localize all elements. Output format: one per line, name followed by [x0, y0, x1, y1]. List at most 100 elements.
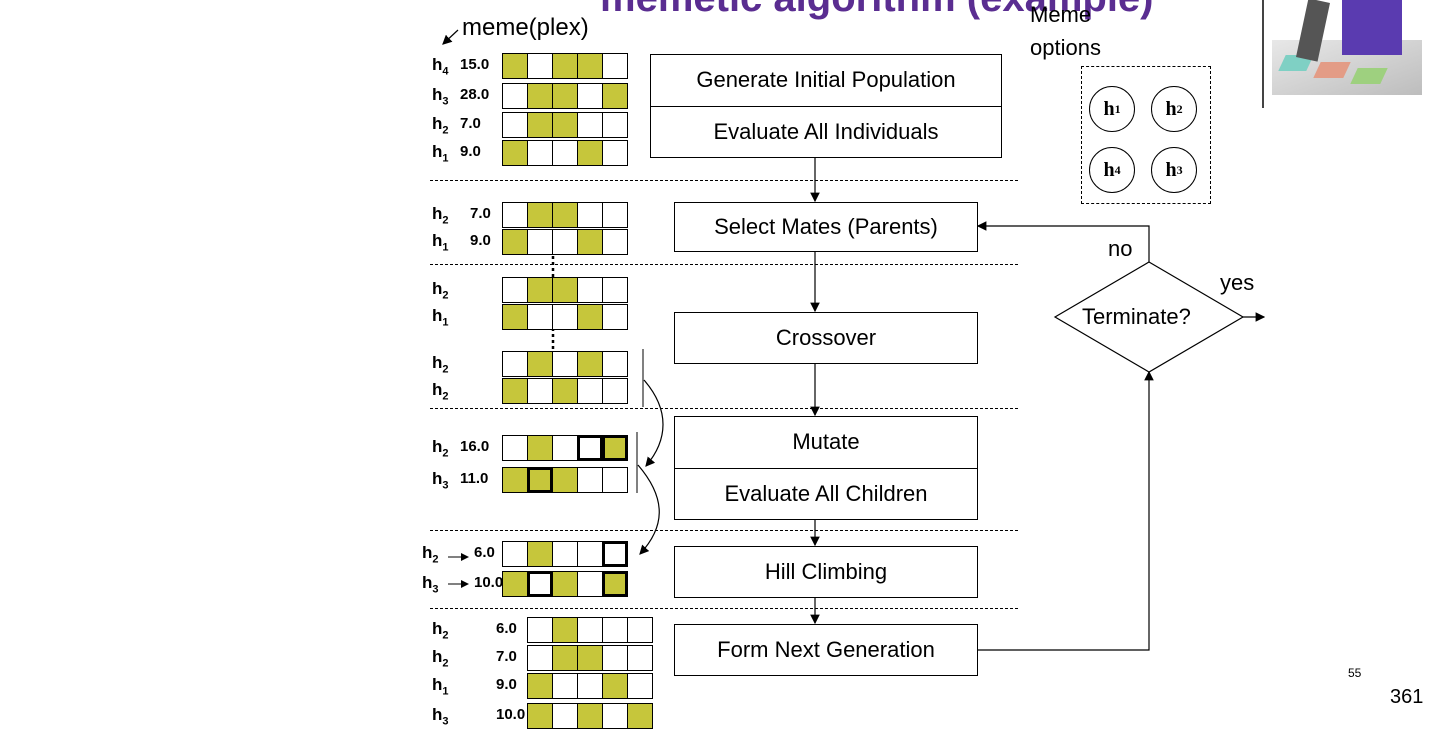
- gene-cell-inactive: [552, 140, 578, 166]
- step-form-next: Form Next Generation: [674, 624, 978, 676]
- fitness-score: 10.0: [474, 574, 504, 591]
- gene-cell-active: [552, 467, 578, 493]
- fitness-score: 7.0: [496, 648, 517, 665]
- gene-cell-active: [602, 673, 628, 699]
- gene-cell-inactive: [577, 112, 603, 138]
- meme-options-title-1: Meme: [1030, 2, 1092, 27]
- chromosome-row: [502, 304, 628, 330]
- separator-1: [430, 180, 1018, 181]
- gene-cell-inactive: [602, 112, 628, 138]
- gene-cell-active: [502, 571, 528, 597]
- gene-cell-active: [577, 304, 603, 330]
- gene-cell-inactive: [577, 202, 603, 228]
- gene-cell-inactive: [627, 617, 653, 643]
- slide-title-fragment: memetic algorithm (example): [600, 0, 1154, 21]
- fitness-score: 9.0: [470, 232, 491, 249]
- yes-label: yes: [1220, 270, 1255, 295]
- gene-cell-inactive: [527, 140, 553, 166]
- gene-cell-inactive: [577, 277, 603, 303]
- gene-cell-inactive: [527, 645, 553, 671]
- fitness-score: 28.0: [460, 86, 490, 103]
- gene-cell-active: [527, 703, 553, 729]
- gene-cell-inactive: [502, 277, 528, 303]
- gene-cell-inactive: [602, 617, 628, 643]
- gene-cell-inactive: [577, 435, 603, 461]
- fitness-score: 15.0: [460, 56, 490, 73]
- gene-cell-inactive: [577, 571, 603, 597]
- fitness-score: 10.0: [496, 706, 526, 723]
- gene-cell-inactive: [527, 53, 553, 79]
- gene-cell-active: [502, 229, 528, 255]
- gene-cell-inactive: [577, 541, 603, 567]
- chromosome-row: [502, 435, 628, 461]
- gene-cell-inactive: [502, 112, 528, 138]
- individual-label: h1: [432, 142, 449, 165]
- gene-cell-inactive: [502, 541, 528, 567]
- individual-label: h3: [432, 705, 449, 728]
- chromosome-row: [502, 83, 628, 109]
- chromosome-row: [527, 645, 653, 671]
- gene-cell-active: [577, 645, 603, 671]
- individual-label: h2: [422, 543, 439, 566]
- step-evaluate-children: Evaluate All Children: [675, 467, 977, 520]
- gene-cell-active: [602, 435, 628, 461]
- chromosome-row: [502, 229, 628, 255]
- gene-cell-inactive: [502, 202, 528, 228]
- gene-cell-active: [577, 53, 603, 79]
- individual-label: h2: [432, 437, 449, 460]
- gene-cell-active: [527, 83, 553, 109]
- gene-cell-inactive: [502, 435, 528, 461]
- fitness-score: 6.0: [496, 620, 517, 637]
- individual-label: h2: [432, 380, 449, 403]
- gene-cell-active: [602, 83, 628, 109]
- terminate-label: Terminate?: [1082, 304, 1191, 329]
- meme-options-box: [1081, 66, 1211, 204]
- gene-cell-inactive: [527, 378, 553, 404]
- individual-label: h2: [432, 204, 449, 227]
- gene-cell-active: [527, 112, 553, 138]
- gene-cell-inactive: [552, 673, 578, 699]
- individual-label: h2: [432, 279, 449, 302]
- chromosome-row: [502, 112, 628, 138]
- fitness-score: 7.0: [470, 205, 491, 222]
- gene-cell-active: [627, 703, 653, 729]
- meme-options-title-2: options: [1030, 35, 1101, 60]
- gene-cell-active: [552, 112, 578, 138]
- gene-cell-active: [577, 140, 603, 166]
- chromosome-row: [502, 277, 628, 303]
- gene-cell-inactive: [627, 645, 653, 671]
- gene-cell-inactive: [602, 140, 628, 166]
- gene-cell-inactive: [602, 645, 628, 671]
- gene-cell-inactive: [502, 83, 528, 109]
- individual-label: h1: [432, 306, 449, 329]
- gene-cell-inactive: [627, 673, 653, 699]
- individual-label: h1: [432, 231, 449, 254]
- gene-cell-active: [552, 277, 578, 303]
- gene-cell-inactive: [552, 304, 578, 330]
- individual-label: h2: [432, 353, 449, 376]
- individual-label: h3: [422, 573, 439, 596]
- chromosome-row: [502, 202, 628, 228]
- fitness-score: 9.0: [460, 143, 481, 160]
- gene-cell-inactive: [602, 378, 628, 404]
- gene-cell-active: [577, 351, 603, 377]
- step-mutate: Mutate: [792, 429, 860, 455]
- individual-label: h3: [432, 469, 449, 492]
- gene-cell-inactive: [552, 703, 578, 729]
- gene-cell-inactive: [527, 304, 553, 330]
- gene-cell-inactive: [552, 351, 578, 377]
- fitness-score: 7.0: [460, 115, 481, 132]
- chromosome-row: [502, 378, 628, 404]
- chromosome-row: [502, 571, 628, 597]
- gene-cell-active: [552, 571, 578, 597]
- page-number: 361: [1390, 686, 1424, 708]
- corner-photo: [1272, 0, 1422, 95]
- gene-cell-active: [527, 467, 553, 493]
- gene-cell-inactive: [602, 53, 628, 79]
- individual-label: h2: [432, 647, 449, 670]
- individual-label: h2: [432, 619, 449, 642]
- gene-cell-active: [552, 202, 578, 228]
- generate-evaluate-box: Generate Initial Population Evaluate All…: [650, 54, 1002, 158]
